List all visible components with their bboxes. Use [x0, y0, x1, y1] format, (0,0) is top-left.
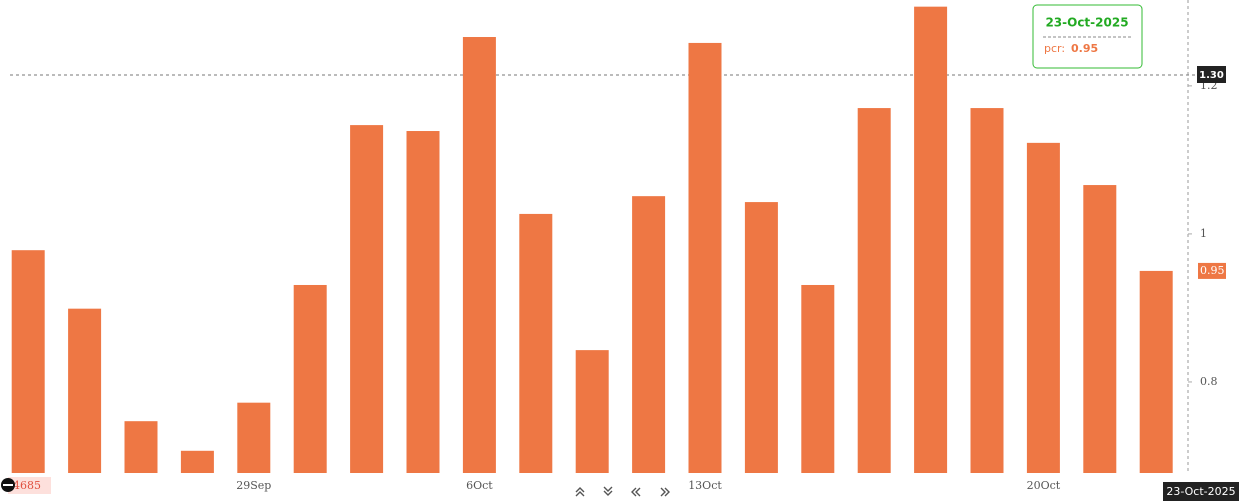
- tooltip-date: 23-Oct-2025: [1045, 16, 1128, 30]
- bar: [632, 196, 666, 473]
- bar: [180, 450, 214, 473]
- bar: [1026, 142, 1060, 473]
- bar: [575, 350, 609, 473]
- nav-icons[interactable]: [575, 486, 670, 497]
- bar: [293, 284, 327, 473]
- crosshair-label-box: [1197, 66, 1226, 83]
- bar: [68, 308, 102, 473]
- bar: [801, 284, 835, 473]
- cursor-date: 23-Oct-2025: [1166, 485, 1235, 498]
- x-tick-label: 6Oct: [466, 479, 493, 492]
- price-label-box: [8, 477, 51, 494]
- bar: [124, 421, 158, 473]
- bar: [237, 402, 271, 473]
- bar: [744, 202, 778, 473]
- x-tick-label: 13Oct: [688, 479, 722, 492]
- bars: [11, 6, 1173, 474]
- y-tick-label: 1: [1200, 227, 1207, 240]
- collapse-icon-bar: [3, 484, 13, 486]
- tooltip-series-name: pcr:: [1044, 42, 1065, 55]
- price-label: 4685: [13, 479, 41, 492]
- x-tick-label: 20Oct: [1027, 479, 1061, 492]
- bar: [350, 125, 384, 474]
- bar: [11, 250, 45, 473]
- tooltip: [1032, 4, 1143, 69]
- bar: [1083, 185, 1117, 473]
- last-value-box: [1198, 262, 1226, 279]
- bar: [970, 108, 1004, 473]
- tooltip-value: 0.95: [1071, 42, 1098, 55]
- x-tick-label: 29Sep: [236, 479, 271, 492]
- bar: [519, 213, 553, 473]
- bar: [914, 6, 948, 474]
- bar: [688, 42, 722, 473]
- crosshair-label: 1.30: [1199, 70, 1224, 81]
- cursor-date-box: [1163, 482, 1239, 501]
- last-value-label: 0.95: [1200, 264, 1225, 277]
- bar: [406, 131, 440, 473]
- bar: [857, 108, 891, 473]
- bar: [1139, 270, 1173, 473]
- y-tick-label: 0.8: [1200, 375, 1218, 388]
- bar: [462, 37, 496, 473]
